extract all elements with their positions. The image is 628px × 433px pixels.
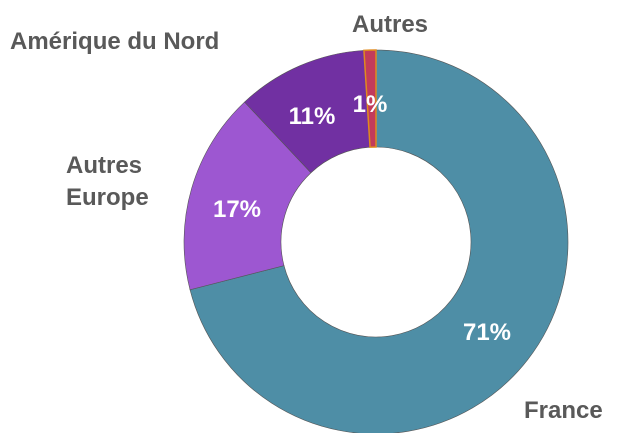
donut-slice [363,49,377,148]
category-label: Autres Europe [66,152,149,211]
donut-slice [183,101,312,291]
value-label: 11% [288,103,336,130]
category-label: France [524,397,603,424]
category-label: Amérique du Nord [10,28,220,55]
value-label: 1% [352,91,388,118]
category-label: Autres [352,11,429,38]
value-label: 17% [212,196,262,223]
donut-slice [189,49,569,433]
value-label: 71% [462,319,512,346]
